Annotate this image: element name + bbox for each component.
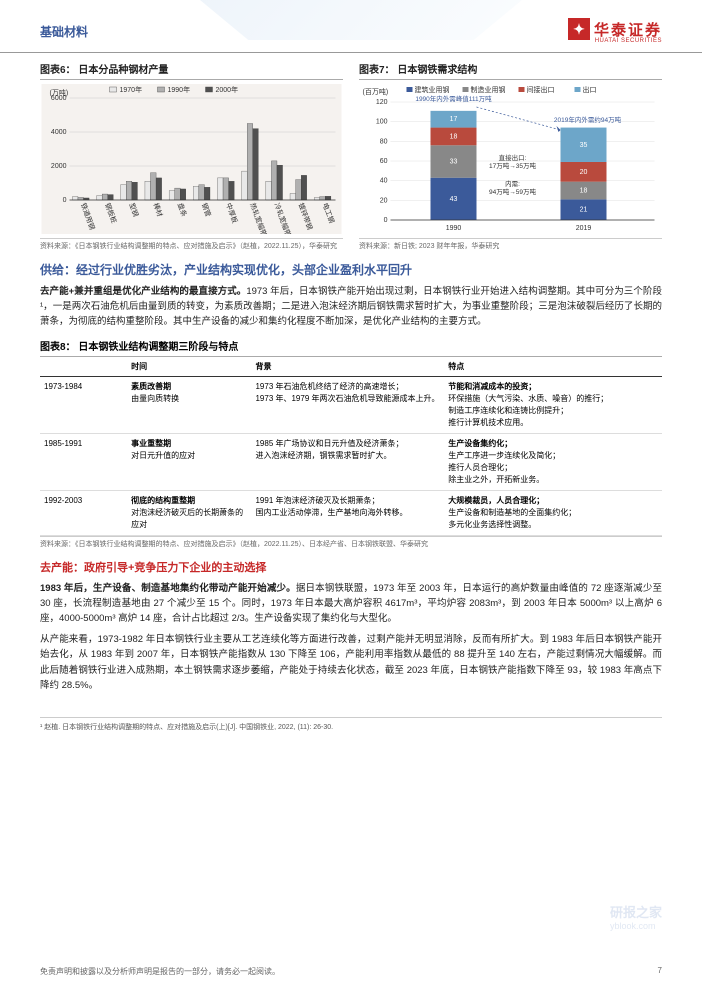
svg-text:间接出口: 间接出口 bbox=[527, 85, 555, 94]
svg-text:100: 100 bbox=[376, 119, 388, 126]
svg-text:1970年: 1970年 bbox=[120, 85, 143, 94]
heading1-rest: 经过行业优胜劣汰，产业结构实现优化，头部企业盈利水平回升 bbox=[76, 263, 412, 277]
paragraph-3: 从产能来看，1973-1982 年日本钢铁行业主要从工艺连续化等方面进行改善，过… bbox=[40, 632, 662, 693]
page-number: 7 bbox=[658, 966, 662, 977]
page-footer: 免责声明和披露以及分析师声明是报告的一部分，请务必一起阅读。 7 bbox=[40, 966, 662, 977]
svg-text:17万吨→35万吨: 17万吨→35万吨 bbox=[489, 161, 536, 170]
paragraph-2: 1983 年后，生产设备、制造基地集约化带动产能开始减少。据日本钢铁联盟，197… bbox=[40, 581, 662, 627]
svg-text:2000年: 2000年 bbox=[216, 85, 239, 94]
svg-text:21: 21 bbox=[580, 207, 588, 214]
watermark-url: yblook.com bbox=[610, 921, 662, 931]
svg-text:1990年内外需峰值111万吨: 1990年内外需峰值111万吨 bbox=[415, 94, 492, 103]
table8-source: 资料来源：《日本钢铁行业结构调整期的特点、应对措施及启示》（赵植，2022.11… bbox=[40, 536, 662, 549]
svg-text:2019: 2019 bbox=[576, 225, 592, 232]
chart7-container: 图表7： 日本钢铁需求结构 0 20 40 60 80 100 120 (百万吨) 建筑业用钢 制… bbox=[359, 61, 662, 251]
svg-text:43: 43 bbox=[450, 196, 458, 203]
logo-icon: ✦ bbox=[568, 18, 590, 40]
table-row: 1973-1984素质改善期由量向质转换1973 年石油危机终结了经济的高速增长… bbox=[40, 376, 662, 433]
svg-text:35: 35 bbox=[580, 142, 588, 149]
svg-text:18: 18 bbox=[580, 188, 588, 195]
chart7-source: 资料来源：新日铁; 2023 财年年报，华泰研究 bbox=[359, 238, 662, 251]
para2-bold: 1983 年后，生产设备、制造基地集约化带动产能开始减少。 bbox=[40, 583, 296, 594]
table8: 时间背景特点 1973-1984素质改善期由量向质转换1973 年石油危机终结了… bbox=[40, 357, 662, 536]
chart7-caption: 图表7： 日本钢铁需求结构 bbox=[359, 61, 662, 80]
svg-text:2000: 2000 bbox=[51, 163, 67, 170]
svg-text:0: 0 bbox=[63, 197, 67, 204]
watermark-name: 研报之家 bbox=[610, 902, 662, 921]
svg-text:建筑业用钢: 建筑业用钢 bbox=[415, 85, 450, 94]
svg-text:出口: 出口 bbox=[583, 85, 597, 94]
svg-text:直接出口:: 直接出口: bbox=[499, 153, 527, 162]
svg-text:60: 60 bbox=[380, 158, 388, 165]
heading-supply: 供给：经过行业优胜劣汰，产业结构实现优化，头部企业盈利水平回升 bbox=[40, 261, 662, 278]
svg-text:0: 0 bbox=[384, 217, 388, 224]
chart7-body: 0 20 40 60 80 100 120 (百万吨) 建筑业用钢 制造业用钢 间接出口 出口 43 33… bbox=[359, 84, 662, 234]
svg-text:(百万吨): (百万吨) bbox=[363, 87, 389, 96]
svg-text:94万吨→59万吨: 94万吨→59万吨 bbox=[489, 187, 536, 196]
chart6-body: 0200040006000(万吨)1970年1990年2000年铁道用钢钢板桩型… bbox=[40, 84, 343, 234]
chart6-container: 图表6： 日本分品种钢材产量 0200040006000(万吨)1970年199… bbox=[40, 61, 343, 251]
paragraph-1: 去产能+兼并重组是优化产业结构的最直接方式。1973 年后，日本钢铁产能开始出现… bbox=[40, 284, 662, 330]
footnote: ¹ 赵植. 日本钢铁行业结构调整期的特点、应对措施及启示(上)[J]. 中国钢铁… bbox=[40, 717, 662, 732]
svg-text:4000: 4000 bbox=[51, 129, 67, 136]
svg-text:20: 20 bbox=[380, 197, 388, 204]
para1-bold: 去产能+兼并重组是优化产业结构的最直接方式。 bbox=[40, 286, 246, 297]
svg-text:120: 120 bbox=[376, 99, 388, 106]
table-row: 1992-2003彻底的结构重整期对泡沫经济破灭后的长期萧条的应对1991 年泡… bbox=[40, 490, 662, 535]
heading-capacity-cut: 去产能：政府引导+竞争压力下企业的主动选择 bbox=[40, 559, 662, 575]
watermark: 研报之家 yblook.com bbox=[610, 902, 662, 931]
page-header: 基础材料 ✦ 华泰证券 HUATAI SECURITIES bbox=[0, 0, 702, 53]
table-row: 1985-1991事业重整期对日元升值的应对1985 年广场协议和日元升值及经济… bbox=[40, 433, 662, 490]
logo-text-cn: 华泰证券 bbox=[594, 19, 662, 40]
content-area: 图表6： 日本分品种钢材产量 0200040006000(万吨)1970年199… bbox=[0, 53, 702, 740]
page: 基础材料 ✦ 华泰证券 HUATAI SECURITIES 图表6： 日本分品种… bbox=[0, 0, 702, 991]
svg-text:80: 80 bbox=[380, 138, 388, 145]
svg-text:40: 40 bbox=[380, 178, 388, 185]
svg-text:2019年内外需约94万吨: 2019年内外需约94万吨 bbox=[554, 115, 622, 124]
svg-text:制造业用钢: 制造业用钢 bbox=[471, 85, 506, 94]
chart6-source: 资料来源：《日本钢铁行业结构调整期的特点、应对措施及启示》（赵植，2022.11… bbox=[40, 238, 343, 251]
svg-text:20: 20 bbox=[580, 169, 588, 176]
svg-text:1990: 1990 bbox=[446, 225, 462, 232]
footer-disclaimer: 免责声明和披露以及分析师声明是报告的一部分，请务必一起阅读。 bbox=[40, 966, 280, 977]
svg-text:33: 33 bbox=[450, 158, 458, 165]
table8-caption: 图表8： 日本钢铁业结构调整期三阶段与特点 bbox=[40, 338, 662, 357]
heading1-prefix: 供给： bbox=[40, 263, 76, 277]
logo: ✦ 华泰证券 HUATAI SECURITIES bbox=[568, 18, 662, 44]
svg-text:1990年: 1990年 bbox=[168, 85, 191, 94]
svg-text:(万吨): (万吨) bbox=[50, 88, 69, 97]
svg-text:18: 18 bbox=[450, 133, 458, 140]
chart6-caption: 图表6： 日本分品种钢材产量 bbox=[40, 61, 343, 80]
chart-row: 图表6： 日本分品种钢材产量 0200040006000(万吨)1970年199… bbox=[40, 61, 662, 251]
svg-text:内需:: 内需: bbox=[505, 179, 520, 188]
svg-text:17: 17 bbox=[450, 116, 458, 123]
section-label: 基础材料 bbox=[40, 23, 88, 40]
